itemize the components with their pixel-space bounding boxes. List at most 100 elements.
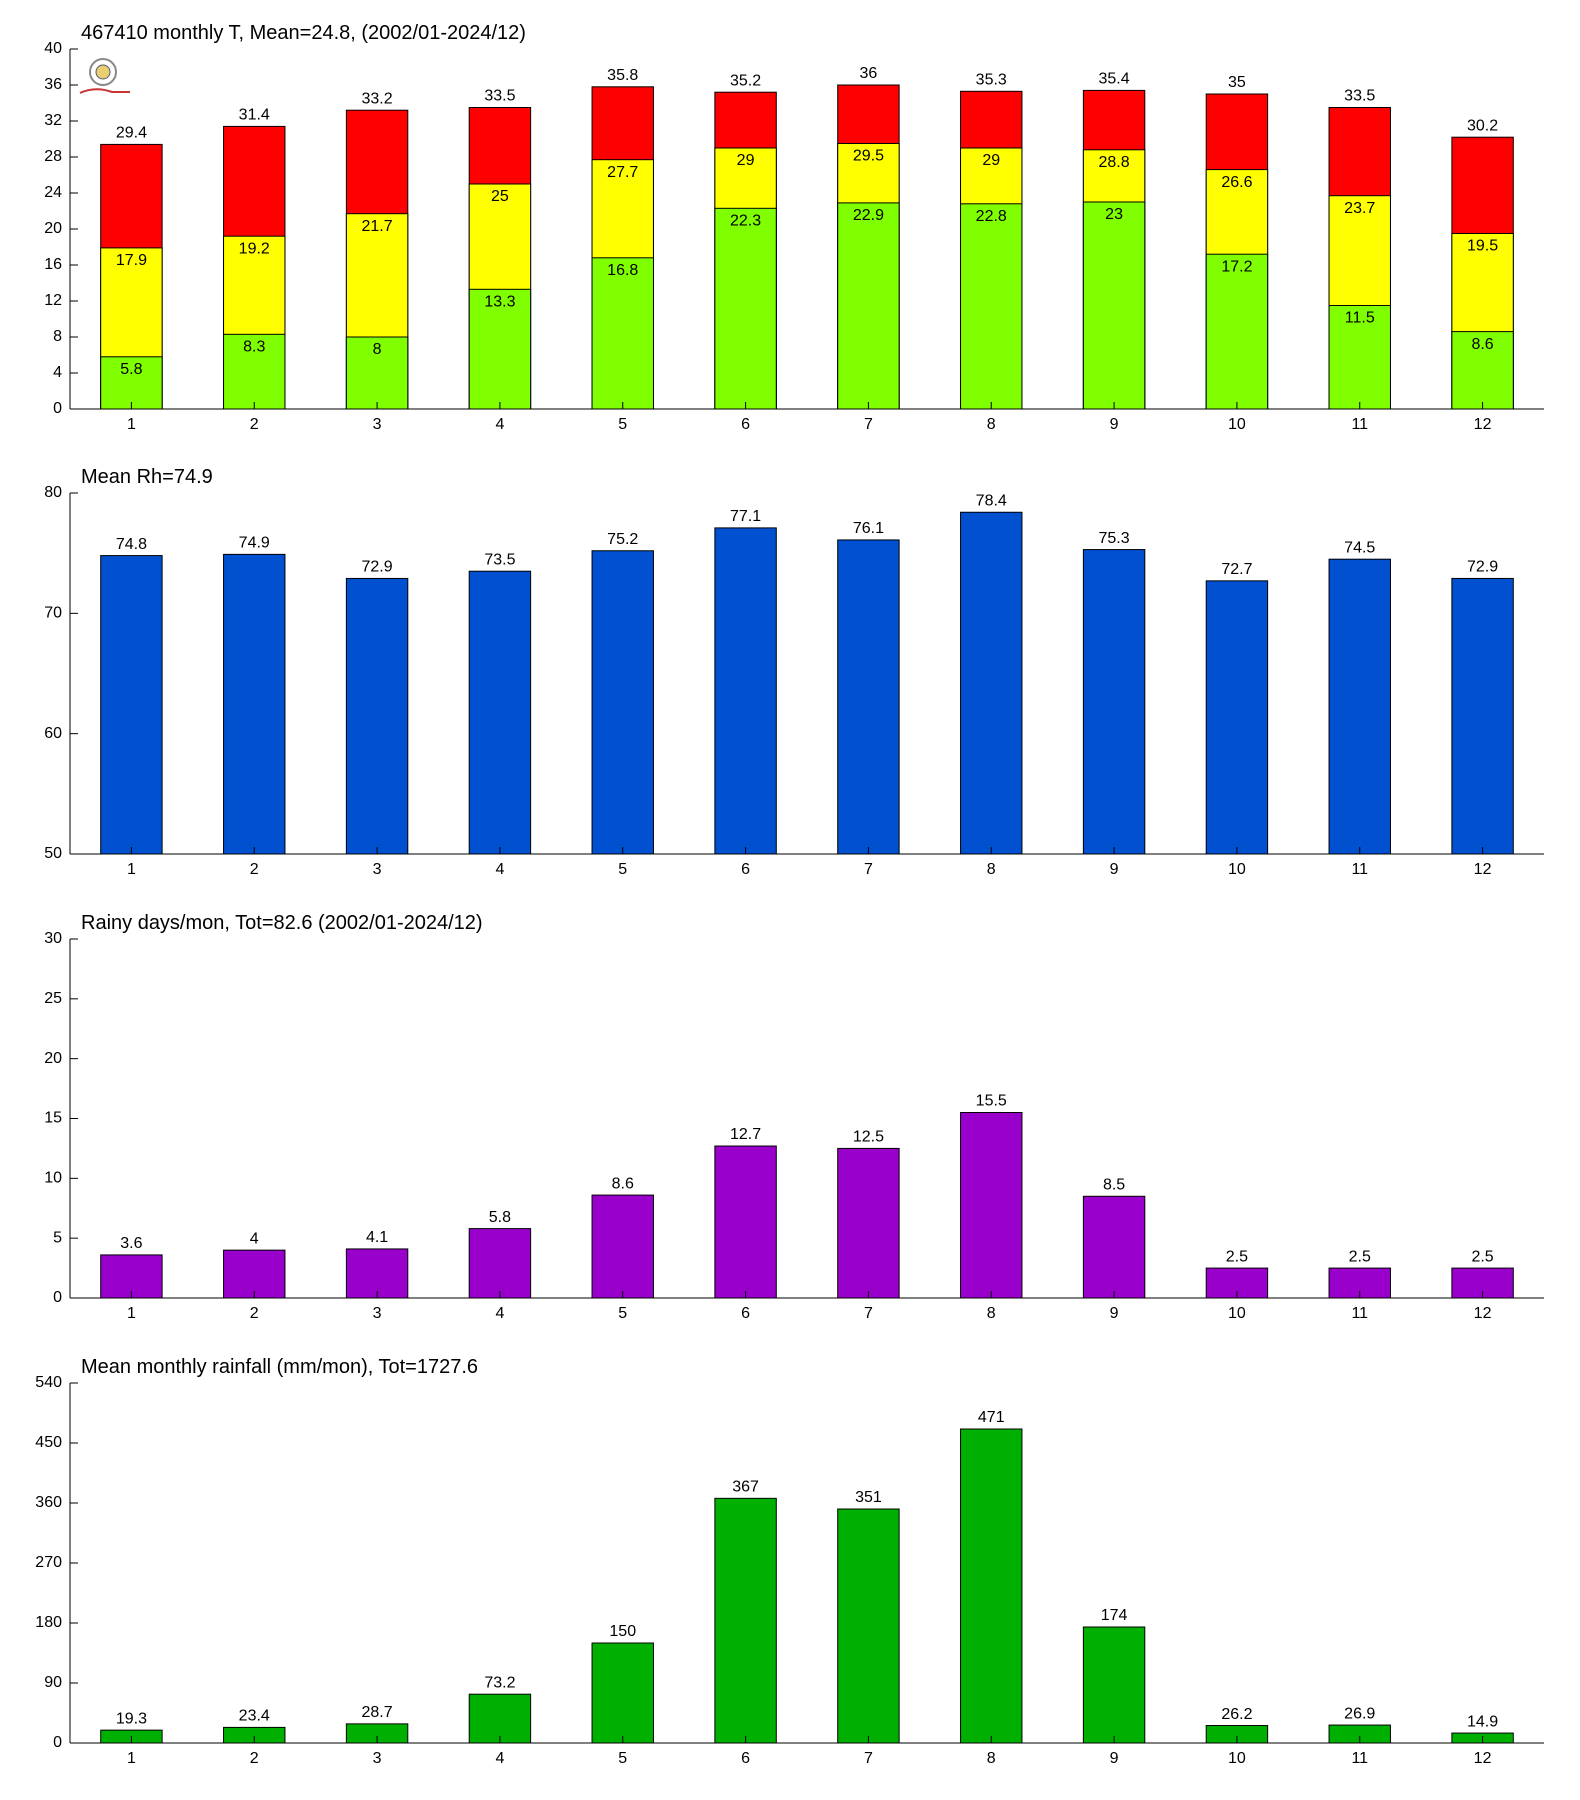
x-tick-label: 7 [864,1750,873,1767]
y-tick-label: 5 [53,1229,62,1246]
chart-title: Rainy days/mon, Tot=82.6 (2002/01-2024/1… [81,912,483,934]
y-tick-label: 25 [44,990,62,1007]
y-tick-label: 360 [35,1494,62,1511]
value-label: 16.8 [607,262,638,279]
x-tick-label: 1 [127,416,136,433]
y-tick-label: 4 [53,364,62,381]
value-label: 5.8 [489,1209,511,1226]
value-label: 12.5 [853,1129,884,1146]
value-label: 30.2 [1467,117,1498,134]
x-tick-label: 1 [127,861,136,878]
x-tick-label: 9 [1110,1305,1119,1322]
bar [1451,577,1514,855]
value-label: 29 [737,152,755,169]
bar [837,202,900,410]
y-tick-label: 8 [53,328,62,345]
bar [345,1248,409,1299]
value-label: 75.2 [607,531,638,548]
bar [1082,1626,1146,1744]
value-label: 36 [860,65,878,82]
bar [714,527,777,855]
bar [1082,201,1146,410]
bar [591,257,654,410]
value-label: 17.9 [116,252,147,269]
value-label: 21.7 [362,218,393,235]
x-tick-label: 4 [495,861,504,878]
value-label: 8.3 [243,339,265,356]
value-label: 12.7 [730,1126,761,1143]
value-label: 4.1 [366,1229,388,1246]
y-tick-label: 36 [44,76,62,93]
value-label: 11.5 [1345,310,1375,327]
value-label: 19.5 [1467,238,1498,255]
bar [714,1497,777,1744]
bar [591,1642,654,1744]
x-tick-label: 4 [495,416,504,433]
x-tick-label: 8 [987,1750,996,1767]
y-tick-label: 50 [44,845,62,862]
x-tick-label: 4 [495,1305,504,1322]
value-label: 35.2 [730,72,761,89]
bar [345,577,409,855]
value-label: 78.4 [976,492,1007,509]
x-tick-label: 3 [373,1305,382,1322]
value-label: 19.3 [116,1710,147,1727]
x-tick-label: 6 [741,416,750,433]
bar [468,1693,532,1744]
bar [468,1228,532,1299]
value-label: 22.9 [853,207,884,224]
bar [1205,580,1269,855]
value-label: 351 [855,1489,882,1506]
value-label: 22.3 [730,213,761,230]
x-tick-label: 1 [127,1305,136,1322]
x-tick-label: 7 [864,861,873,878]
value-label: 19.2 [239,240,270,257]
value-label: 74.5 [1344,539,1375,556]
bar [100,1254,163,1299]
bar [223,553,286,855]
value-label: 72.7 [1221,561,1252,578]
x-tick-label: 2 [250,1305,259,1322]
chart-title: Mean Rh=74.9 [81,466,213,488]
value-label: 14.9 [1467,1713,1498,1730]
value-label: 8.6 [612,1175,634,1192]
x-tick-label: 9 [1110,416,1119,433]
value-label: 8 [373,341,382,358]
bar [714,1145,777,1299]
value-label: 5.8 [120,361,142,378]
x-tick-label: 10 [1228,416,1246,433]
x-tick-label: 8 [987,416,996,433]
y-tick-label: 450 [35,1434,62,1451]
bar [714,207,777,410]
value-label: 26.9 [1344,1705,1375,1722]
x-tick-label: 1 [127,1750,136,1767]
x-tick-label: 5 [618,861,627,878]
logo [79,58,130,94]
x-tick-label: 3 [373,416,382,433]
y-tick-label: 20 [44,1050,62,1067]
value-label: 76.1 [853,520,884,537]
y-tick-label: 0 [53,1734,62,1751]
value-label: 8.5 [1103,1177,1125,1194]
y-tick-label: 20 [44,220,62,237]
y-tick-label: 10 [44,1170,62,1187]
y-tick-label: 40 [44,40,62,57]
y-tick-label: 270 [35,1554,62,1571]
bar [1328,558,1391,855]
y-tick-label: 70 [44,605,62,622]
x-tick-label: 9 [1110,861,1119,878]
value-label: 28.7 [362,1704,393,1721]
y-tick-label: 180 [35,1614,62,1631]
x-tick-label: 5 [618,1750,627,1767]
x-tick-label: 11 [1351,1305,1368,1322]
value-label: 174 [1101,1607,1128,1624]
x-tick-label: 2 [250,416,259,433]
value-label: 26.2 [1221,1706,1252,1723]
y-tick-label: 15 [44,1110,62,1127]
x-tick-label: 7 [864,1305,873,1322]
value-label: 74.8 [116,536,147,553]
x-tick-label: 3 [373,1750,382,1767]
x-tick-label: 12 [1474,1750,1492,1767]
x-tick-label: 2 [250,1750,259,1767]
bar [100,356,163,410]
